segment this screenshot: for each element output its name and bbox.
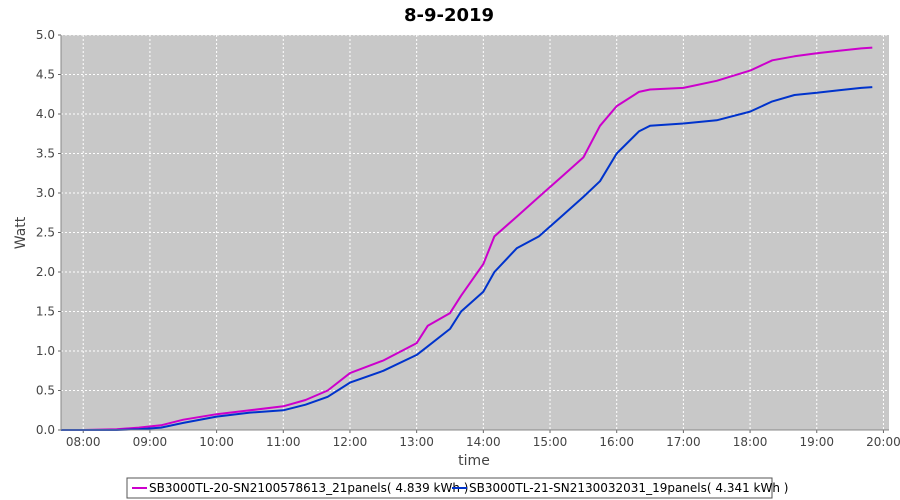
- y-tick-label: 4.5: [36, 68, 55, 82]
- y-tick-label: 1.5: [36, 305, 55, 319]
- gridlines: [61, 34, 889, 431]
- y-tick-label: 0.0: [36, 423, 55, 437]
- y-tick-label: 1.0: [36, 344, 55, 358]
- x-tick-label: 08:00: [66, 435, 101, 449]
- x-tick-label: 15:00: [533, 435, 568, 449]
- y-axis-ticks: 0.0 0.5 1.0 1.5 2.0 2.5 3.0 3.5 4.0 4.5 5.0: [36, 28, 61, 437]
- x-tick-label: 16:00: [599, 435, 634, 449]
- x-tick-label: 11:00: [266, 435, 301, 449]
- legend-box: [126, 477, 773, 499]
- x-tick-label: 12:00: [333, 435, 368, 449]
- legend: SB3000TL-20-SN2100578613_21panels( 4.839…: [126, 477, 788, 499]
- x-axis-ticks: 08:00 09:00 10:00 11:00 12:00 13:00 14:00 15:00…: [66, 430, 900, 449]
- x-tick-label: 19:00: [799, 435, 834, 449]
- series-line-2: [61, 86, 873, 431]
- y-axis-label: Watt: [13, 216, 29, 249]
- y-tick-label: 2.5: [36, 226, 55, 240]
- x-tick-label: 14:00: [466, 435, 501, 449]
- x-axis-label: time: [458, 453, 490, 469]
- x-tick-label: 18:00: [733, 435, 768, 449]
- series-lines: [61, 46, 873, 431]
- y-tick-label: 0.5: [36, 384, 55, 398]
- y-tick-label: 3.0: [36, 186, 55, 200]
- x-tick-label: 17:00: [666, 435, 701, 449]
- x-tick-label: 13:00: [399, 435, 434, 449]
- y-tick-label: 3.5: [36, 147, 55, 161]
- x-tick-label: 09:00: [133, 435, 168, 449]
- y-tick-label: 2.0: [36, 265, 55, 279]
- legend-label-series-1: SB3000TL-20-SN2100578613_21panels( 4.839…: [149, 481, 468, 495]
- x-tick-label: 20:00: [866, 435, 900, 449]
- legend-label-series-2: SB3000TL-21-SN2130032031_19panels( 4.341…: [469, 481, 788, 495]
- x-tick-label: 10:00: [199, 435, 234, 449]
- series-line-1: [61, 46, 873, 431]
- y-tick-label: 4.0: [36, 107, 55, 121]
- y-tick-label: 5.0: [36, 28, 55, 42]
- chart-title: 8-9-2019: [404, 5, 494, 26]
